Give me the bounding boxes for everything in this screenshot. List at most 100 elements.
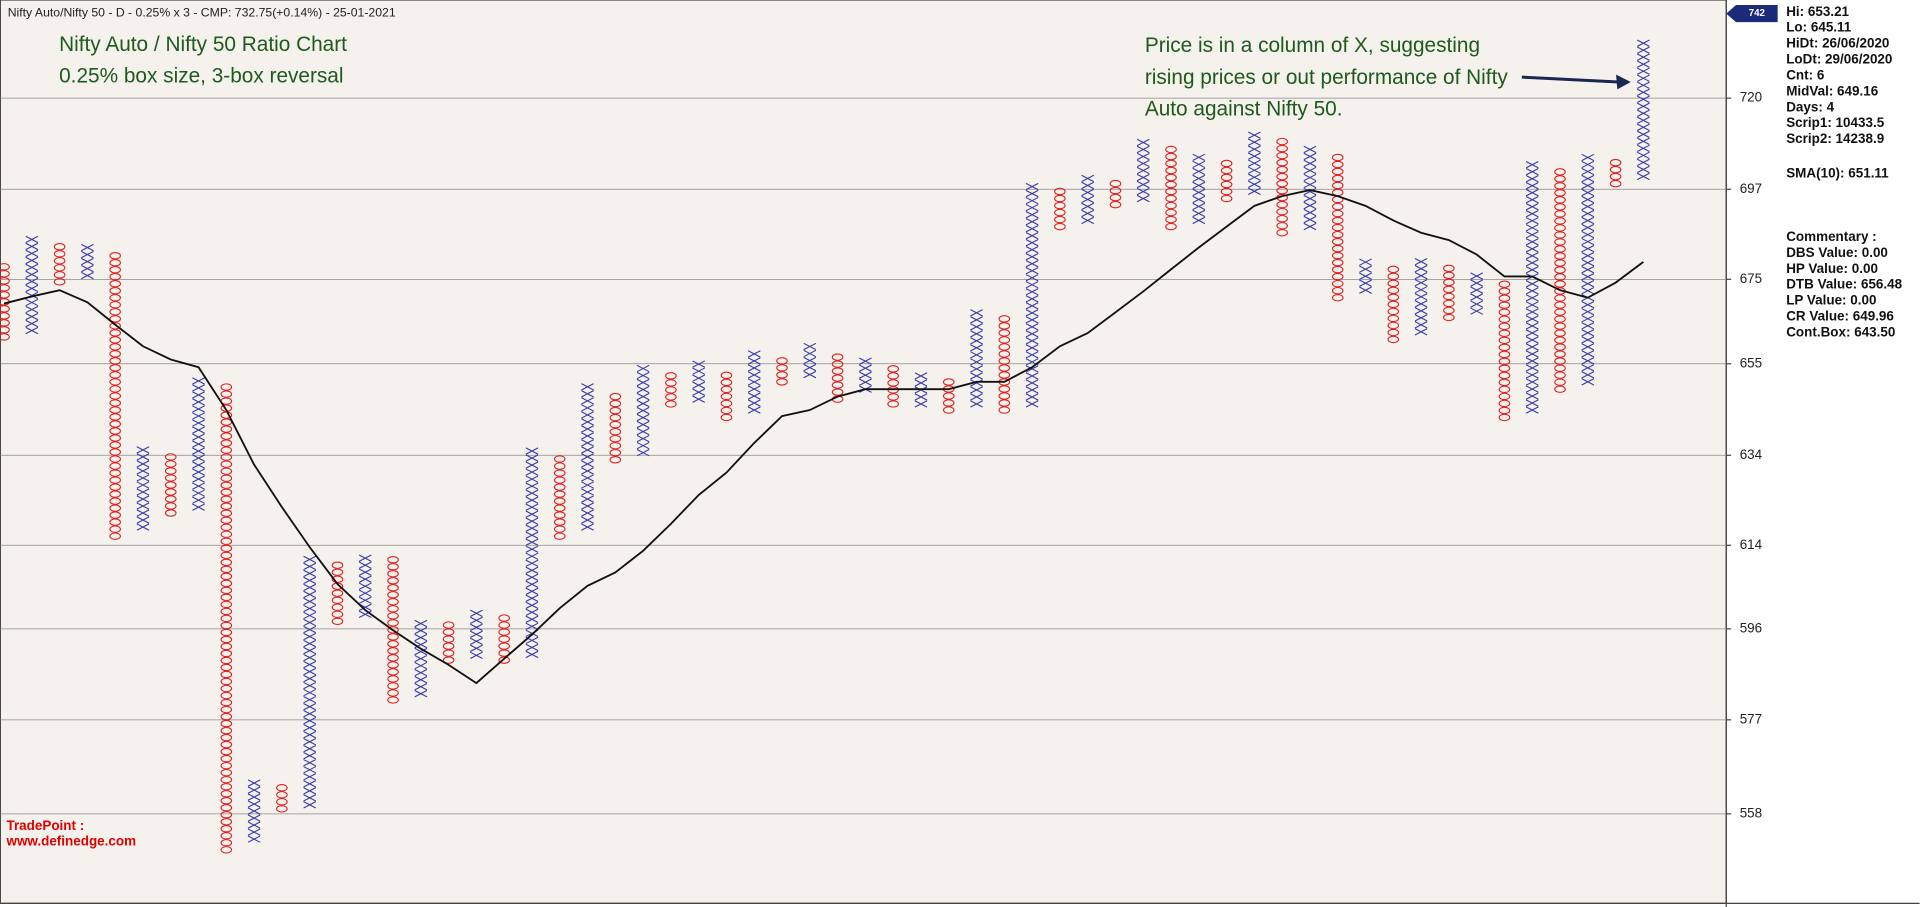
- o-box: [776, 357, 788, 365]
- x-box: [1470, 307, 1484, 315]
- o-box: [0, 326, 10, 334]
- x-box: [1525, 252, 1539, 260]
- x-box: [1636, 53, 1650, 61]
- o-box: [1498, 308, 1511, 317]
- commentary-line: Cont.Box: 643.50: [1786, 324, 1895, 339]
- x-box: [1414, 314, 1428, 322]
- x-column: [1414, 258, 1428, 336]
- x-column: [1248, 131, 1261, 195]
- x-box: [525, 552, 539, 560]
- x-box: [1303, 194, 1317, 203]
- x-box: [303, 738, 317, 746]
- o-box: [609, 392, 622, 401]
- x-box: [1025, 210, 1039, 219]
- x-box: [525, 622, 539, 631]
- x-box: [970, 330, 983, 338]
- x-box: [1581, 188, 1595, 197]
- x-box: [1303, 173, 1317, 182]
- o-box: [1554, 189, 1566, 197]
- x-box: [1581, 287, 1595, 295]
- x-box: [1525, 238, 1539, 246]
- x-box: [1470, 286, 1484, 294]
- x-box: [581, 474, 594, 482]
- x-box: [25, 312, 39, 321]
- x-box: [1581, 167, 1595, 176]
- x-box: [303, 590, 317, 599]
- o-box: [1331, 251, 1344, 260]
- o-box: [53, 271, 66, 279]
- x-box: [303, 583, 317, 592]
- o-box: [387, 591, 399, 599]
- o-box: [609, 448, 622, 457]
- commentary-line: HP Value: 0.00: [1786, 261, 1878, 276]
- x-box: [247, 835, 261, 843]
- x-box: [358, 561, 372, 569]
- x-box: [192, 475, 205, 483]
- info-line: Hi: 653.21: [1786, 4, 1849, 19]
- x-box: [1025, 196, 1039, 205]
- x-box: [1025, 379, 1039, 387]
- x-box: [192, 461, 205, 469]
- x-box: [1581, 329, 1595, 337]
- x-column: [1636, 39, 1650, 181]
- o-box: [331, 603, 344, 612]
- o-box: [1554, 175, 1566, 183]
- o-box: [553, 455, 566, 463]
- x-box: [247, 786, 261, 794]
- x-box: [803, 370, 817, 379]
- o-column: [164, 453, 177, 517]
- chart-header: Nifty Auto/Nifty 50 - D - 0.25% x 3 - CM…: [8, 6, 396, 20]
- o-box: [220, 446, 233, 454]
- o-box: [831, 360, 844, 368]
- x-box: [1581, 301, 1595, 309]
- x-box: [1636, 81, 1650, 89]
- x-box: [1081, 202, 1095, 211]
- o-box: [387, 570, 399, 578]
- o-box: [498, 628, 510, 636]
- x-box: [303, 766, 317, 774]
- x-box: [636, 392, 650, 401]
- o-box: [109, 329, 121, 337]
- x-box: [192, 412, 205, 420]
- marks: [0, 39, 1727, 854]
- o-box: [164, 488, 177, 496]
- o-box: [1220, 173, 1233, 182]
- x-box: [525, 482, 539, 490]
- x-box: [1525, 392, 1539, 400]
- x-box: [1136, 166, 1150, 175]
- x-box: [525, 517, 539, 525]
- x-box: [1525, 259, 1539, 267]
- x-box: [1525, 329, 1539, 337]
- o-box: [609, 399, 622, 408]
- x-box: [1248, 180, 1261, 188]
- o-box: [1554, 196, 1566, 204]
- o-box: [109, 518, 121, 526]
- info-line: Lo: 645.11: [1786, 20, 1852, 35]
- o-box: [887, 400, 899, 408]
- annotation: Price is in a column of X, suggesting: [1145, 34, 1480, 57]
- o-box: [1054, 194, 1066, 203]
- x-box: [636, 427, 650, 436]
- o-box: [331, 610, 344, 619]
- x-box: [1581, 230, 1595, 239]
- x-box: [192, 419, 205, 427]
- x-box: [25, 305, 39, 314]
- x-box: [303, 745, 317, 753]
- o-box: [1498, 322, 1511, 331]
- x-box: [525, 475, 539, 483]
- x-box: [247, 807, 261, 815]
- x-box: [1525, 196, 1539, 204]
- o-box: [1498, 357, 1511, 366]
- x-box: [1525, 343, 1539, 351]
- o-box: [220, 789, 233, 798]
- x-box: [1025, 400, 1039, 408]
- info-line: MidVal: 649.16: [1786, 83, 1878, 98]
- x-box: [581, 404, 594, 412]
- x-box: [1025, 239, 1039, 247]
- x-box: [303, 625, 317, 634]
- o-box: [1554, 294, 1566, 302]
- o-box: [220, 488, 233, 496]
- x-box: [1636, 88, 1650, 96]
- x-column: [692, 360, 706, 403]
- o-box: [220, 495, 233, 503]
